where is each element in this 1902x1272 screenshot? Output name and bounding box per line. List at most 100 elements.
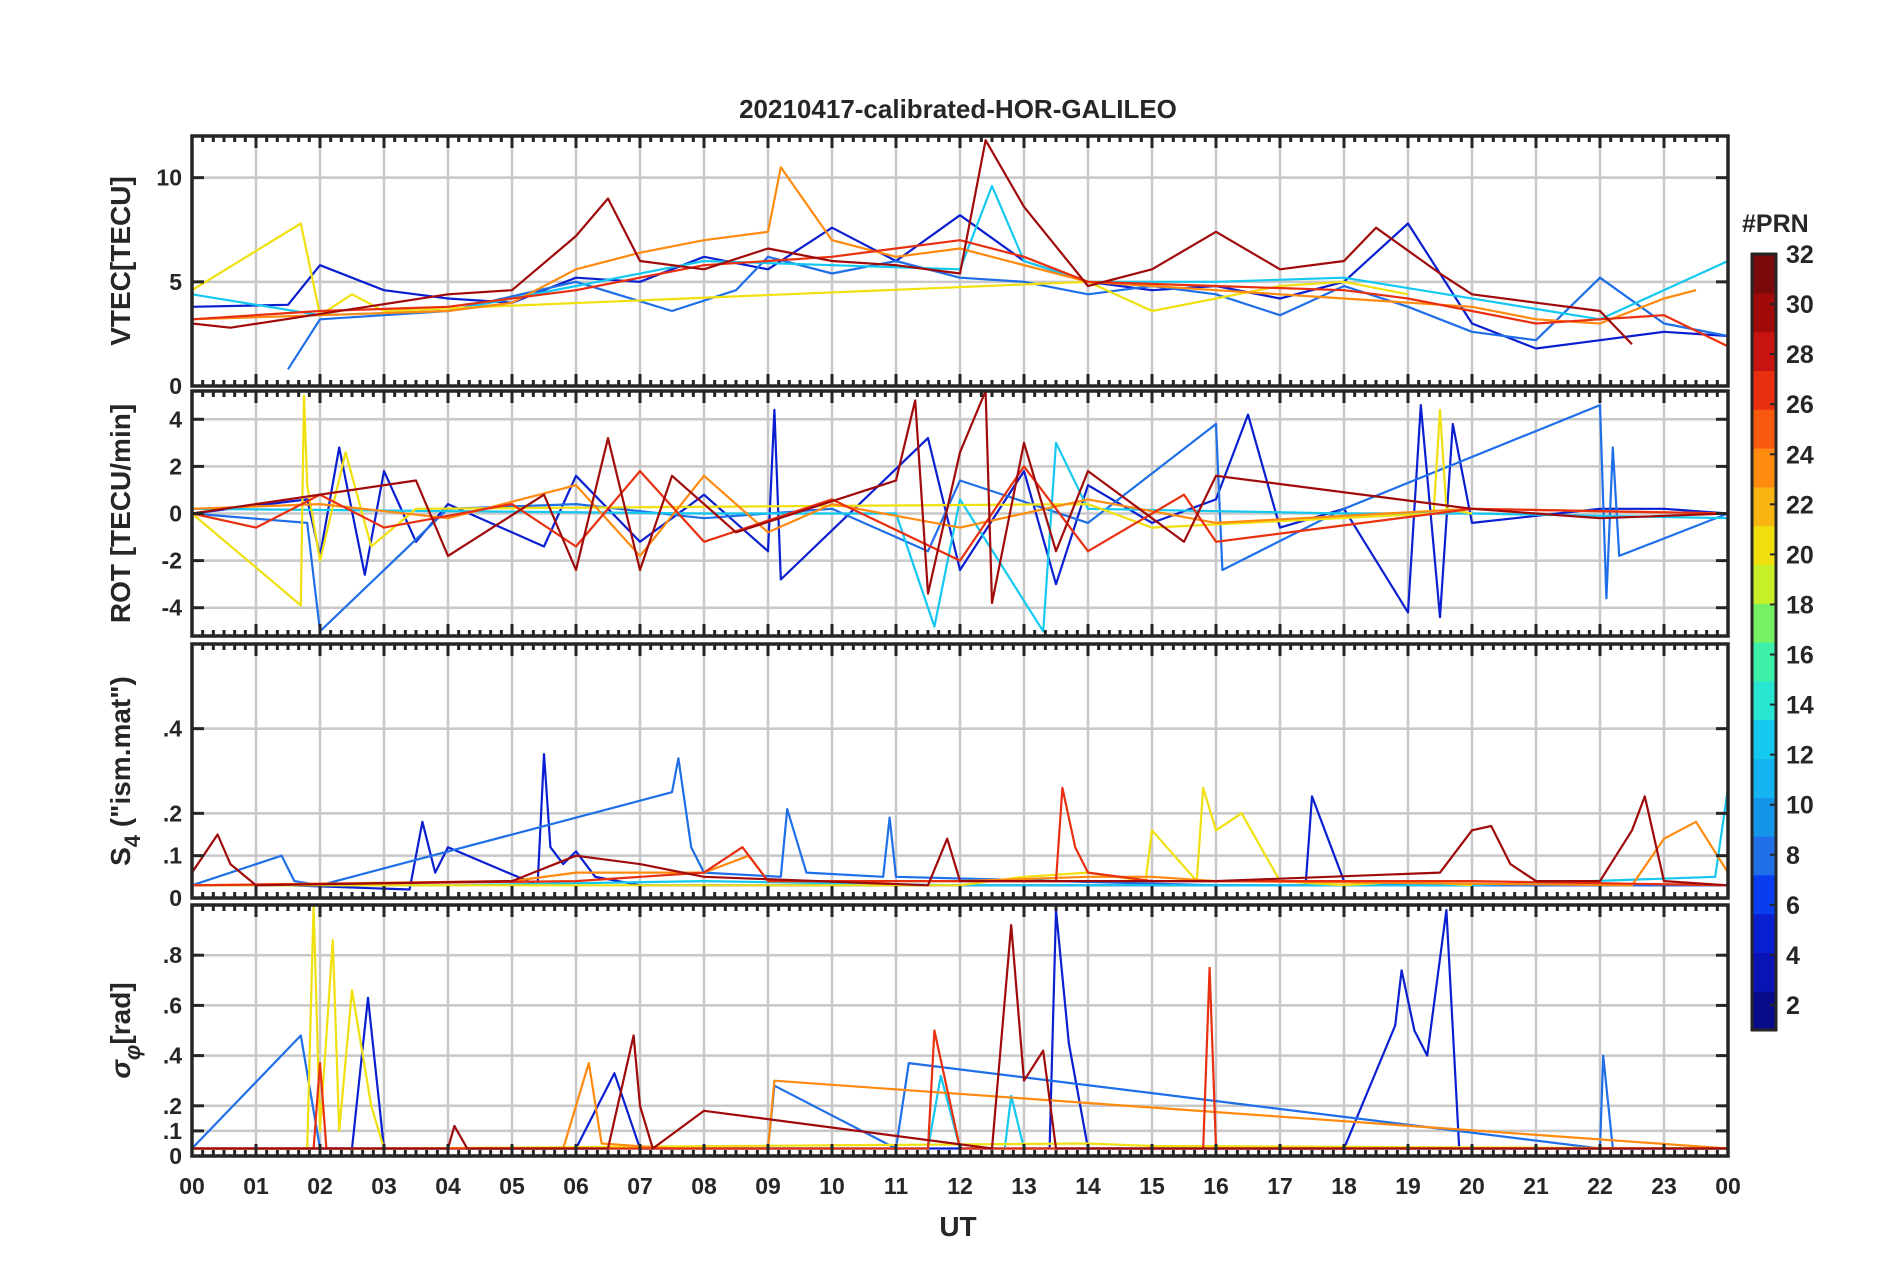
y-tick-label: .4 bbox=[163, 716, 182, 742]
colorbar-swatch bbox=[1752, 564, 1776, 604]
y-axis-label: ROT [TECU/min] bbox=[105, 404, 136, 623]
y-tick-label: .6 bbox=[163, 992, 182, 1018]
colorbar-swatch bbox=[1752, 874, 1776, 915]
colorbar-tick-label: 12 bbox=[1786, 742, 1814, 770]
x-tick-label: 11 bbox=[884, 1173, 909, 1199]
y-axis-label-rest: ("ism.mat") bbox=[105, 676, 136, 835]
colorbar-swatch bbox=[1752, 525, 1776, 565]
series-line-prn-31 bbox=[192, 923, 1728, 1150]
y-tick-label: 5 bbox=[169, 269, 182, 295]
y-axis-label-main: σ bbox=[105, 1059, 136, 1079]
colorbar-tick-label: 24 bbox=[1786, 441, 1814, 469]
y-axis-label-main: S bbox=[105, 847, 136, 866]
colorbar-swatch bbox=[1752, 331, 1776, 371]
colorbar-swatch bbox=[1752, 254, 1776, 294]
y-axis-label-sub: 4 bbox=[120, 834, 145, 847]
x-tick-label: 17 bbox=[1267, 1173, 1293, 1199]
y-tick-label: 0 bbox=[169, 885, 182, 911]
colorbar-swatch bbox=[1752, 292, 1776, 333]
y-tick-label: 0 bbox=[169, 373, 182, 399]
colorbar-tick-label: 6 bbox=[1786, 892, 1800, 920]
colorbar-swatch bbox=[1752, 719, 1776, 759]
x-tick-label: 04 bbox=[435, 1173, 461, 1199]
x-tick-label: 01 bbox=[243, 1173, 269, 1199]
y-tick-label: 10 bbox=[156, 165, 182, 191]
colorbar-swatch bbox=[1752, 642, 1776, 682]
colorbar-swatch bbox=[1752, 486, 1776, 527]
y-tick-label: .1 bbox=[163, 1118, 182, 1144]
x-tick-label: 22 bbox=[1587, 1173, 1613, 1199]
colorbar-tick-label: 14 bbox=[1786, 692, 1814, 720]
series-line-prn-31 bbox=[192, 391, 1728, 605]
series-line-prn-20 bbox=[192, 394, 1473, 607]
panel-2: -4 -2 0 2 4 ROT [TECU/min] bbox=[105, 389, 1730, 638]
colorbar-swatch bbox=[1752, 409, 1776, 449]
chart-title: 20210417-calibrated-HOR-GALILEO bbox=[739, 94, 1177, 124]
y-tick-label: .1 bbox=[163, 843, 182, 869]
colorbar-tick-label: 28 bbox=[1786, 341, 1814, 369]
x-tick-label: 07 bbox=[627, 1173, 653, 1199]
x-axis-label: UT bbox=[939, 1211, 976, 1242]
colorbar-title: #PRN bbox=[1742, 210, 1809, 238]
y-axis-label: VTEC[TECU] bbox=[105, 176, 136, 346]
x-tick-label: 00 bbox=[179, 1173, 205, 1199]
x-tick-label: 02 bbox=[307, 1173, 333, 1199]
series-line-prn-20 bbox=[192, 905, 1728, 1150]
x-tick-labels: 00 01 02 03 04 05 06 07 08 09 10 11 12 13 14 15 16 17 18 19… bbox=[179, 1173, 1741, 1199]
series-line-prn-3 bbox=[192, 214, 1728, 350]
y-axis-label-rest: [rad] bbox=[105, 982, 136, 1044]
colorbar-swatch bbox=[1752, 913, 1776, 953]
colorbar-tick-label: 30 bbox=[1786, 291, 1814, 319]
y-tick-label: 4 bbox=[169, 406, 182, 432]
colorbar-swatch bbox=[1752, 991, 1776, 1031]
colorbar-tick-label: 2 bbox=[1786, 992, 1800, 1020]
colorbar-tick-label: 22 bbox=[1786, 491, 1814, 519]
x-tick-label: 08 bbox=[691, 1173, 717, 1199]
colorbar-tick-label: 4 bbox=[1786, 942, 1800, 970]
x-tick-label: 15 bbox=[1139, 1173, 1165, 1199]
colorbar-tick-label: 16 bbox=[1786, 642, 1814, 670]
series-line-prn-12 bbox=[192, 441, 1728, 633]
x-tick-label: 20 bbox=[1459, 1173, 1485, 1199]
y-axis-label-sub: φ bbox=[120, 1045, 145, 1060]
x-tick-label: 05 bbox=[499, 1173, 525, 1199]
series-line-prn-9 bbox=[192, 1034, 1728, 1150]
colorbar-tick-label: 18 bbox=[1786, 591, 1814, 619]
y-tick-label: .2 bbox=[163, 800, 182, 826]
x-tick-label: 14 bbox=[1075, 1173, 1101, 1199]
colorbar-swatch bbox=[1752, 758, 1776, 798]
colorbar-swatch bbox=[1752, 952, 1776, 992]
x-tick-label: 23 bbox=[1651, 1173, 1677, 1199]
colorbar-swatch bbox=[1752, 680, 1776, 721]
series-line-prn-27 bbox=[192, 966, 1728, 1150]
series-line-prn-24 bbox=[192, 474, 1728, 558]
colorbar-swatch bbox=[1752, 603, 1776, 643]
series-line-prn-27 bbox=[192, 239, 1728, 348]
x-tick-label: 00 bbox=[1715, 1173, 1741, 1199]
series-line-prn-31 bbox=[192, 795, 1728, 887]
colorbar-tick-label: 10 bbox=[1786, 792, 1814, 820]
series-group bbox=[192, 752, 1728, 891]
y-tick-label: -4 bbox=[162, 595, 183, 621]
colorbar-tick-label: 32 bbox=[1786, 241, 1814, 269]
x-tick-label: 19 bbox=[1395, 1173, 1421, 1199]
colorbar-tick-label: 8 bbox=[1786, 842, 1800, 870]
series-line-prn-31 bbox=[192, 139, 1633, 346]
series-line-prn-3 bbox=[192, 404, 1728, 619]
panel-1: 0 5 10 VTEC[TECU] bbox=[105, 134, 1730, 399]
series-line-prn-24 bbox=[192, 820, 1728, 887]
colorbar-frame bbox=[1750, 252, 1778, 1032]
y-tick-label: 0 bbox=[169, 501, 182, 527]
colorbar-tick-label: 20 bbox=[1786, 541, 1814, 569]
x-tick-label: 09 bbox=[755, 1173, 781, 1199]
x-tick-label: 12 bbox=[947, 1173, 973, 1199]
y-tick-label: .4 bbox=[163, 1043, 182, 1069]
x-tick-label: 13 bbox=[1011, 1173, 1037, 1199]
x-tick-label: 10 bbox=[819, 1173, 845, 1199]
y-axis-label: S4 ("ism.mat") bbox=[105, 676, 145, 866]
y-tick-label: 0 bbox=[169, 1143, 182, 1169]
x-tick-label: 06 bbox=[563, 1173, 589, 1199]
